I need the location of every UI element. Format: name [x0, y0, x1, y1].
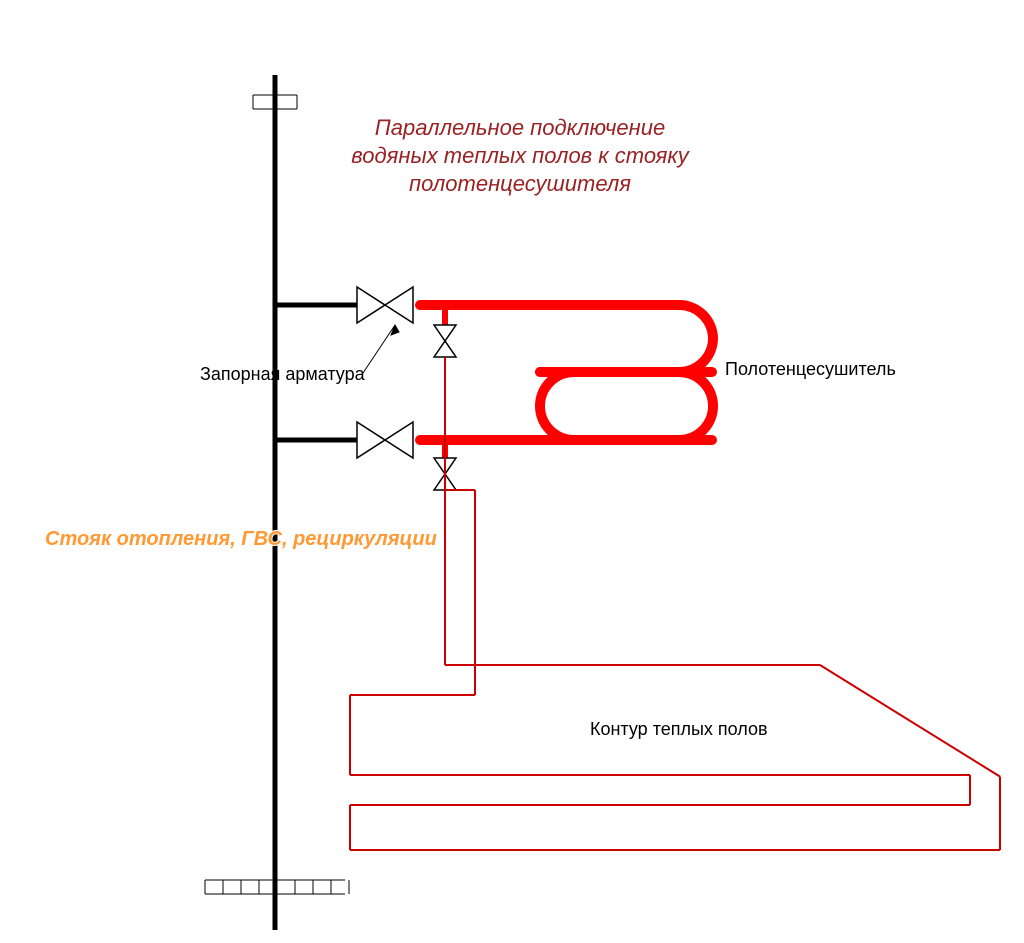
leader-line	[363, 325, 395, 373]
towel-rail-label: Полотенцесушитель	[725, 359, 896, 379]
valve-label: Запорная арматура	[200, 364, 366, 384]
floor-circuit-label: Контур теплых полов	[590, 719, 768, 739]
riser-label: Стояк отопления, ГВС, рециркуляции	[45, 528, 437, 550]
title-line: Параллельное подключение	[375, 115, 665, 140]
title-line: полотенцесушителя	[409, 171, 631, 196]
title-line: водяных теплых полов к стояку	[351, 143, 690, 168]
